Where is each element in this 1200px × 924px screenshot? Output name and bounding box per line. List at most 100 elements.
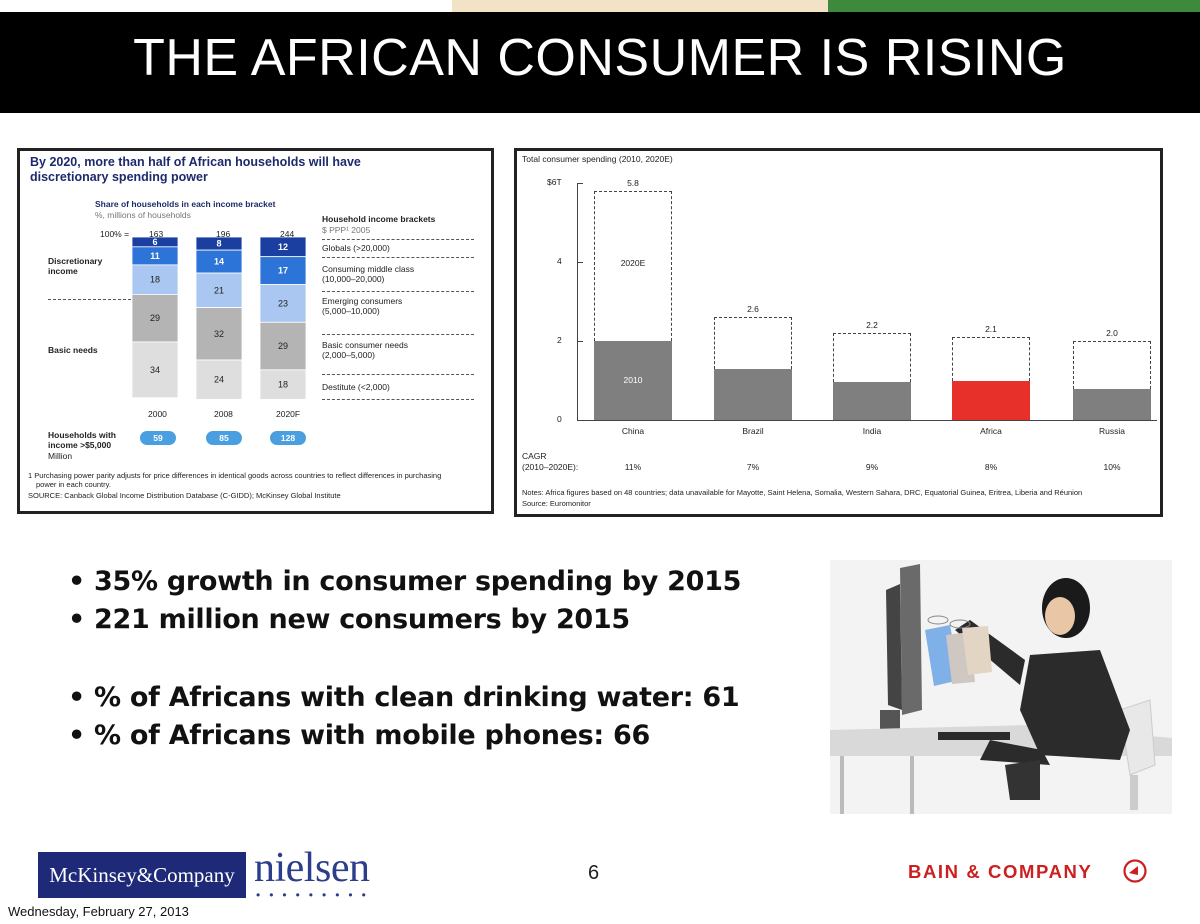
bar-2020e-china	[594, 190, 672, 341]
lp-bracket-label-3: Emerging consumers	[322, 296, 403, 306]
lp-seg-label-2020F-globals: 12	[278, 242, 288, 252]
lp-seg-label-2000-emerging: 18	[150, 275, 160, 285]
lp-bracket-label-4b: (2,000–5,000)	[322, 350, 375, 360]
lp-seg-label-2000-destitute: 34	[150, 365, 160, 375]
online-shopper-photo	[830, 560, 1172, 814]
lp-seg-2020F-destitute	[259, 369, 307, 400]
lp-year-2020: 2020F	[276, 409, 301, 419]
bar-2020e-brazil	[714, 317, 792, 369]
bar-2020e-russia	[1073, 341, 1151, 390]
y-tick-mark-2	[577, 341, 583, 342]
bain-logo: BAIN & COMPANY	[908, 861, 1093, 882]
lp-seg-label-2000-basic-needs: 29	[150, 313, 160, 323]
lp-dash-4	[322, 334, 474, 335]
lp-dash-6	[322, 399, 474, 400]
cagr-value-africa: 8%	[984, 462, 998, 472]
title-bar	[0, 12, 1200, 113]
lp-total-2008: 196	[216, 229, 231, 239]
top-accent-strip-beige	[452, 0, 828, 12]
lp-subtitle: Share of households in each income brack…	[95, 199, 276, 209]
household-income-chart: By 2020, more than half of African house…	[17, 148, 494, 514]
lp-bracket-label-5: Destitute (<2,000)	[322, 382, 390, 392]
lp-seg-2008-basic-needs	[195, 307, 243, 361]
lp-group-discretionary-1: Discretionary	[48, 256, 103, 266]
bar-2010-russia	[1073, 389, 1151, 420]
lp-bracket-label-2b: (10,000–20,000)	[322, 274, 385, 284]
value-label-brazil: 2.6	[747, 304, 759, 315]
lp-footnote2: power in each country.	[36, 480, 111, 489]
bullet-4: • % of Africans with mobile phones: 66	[68, 720, 650, 751]
lp-seg-2000-basic-needs	[131, 294, 179, 343]
lp-seg-label-2020F-emerging: 23	[278, 298, 288, 308]
y-tick-label-2: 2	[557, 335, 562, 345]
online-shopper-illustration	[830, 560, 1172, 814]
lp-households-2020: 128	[270, 431, 306, 445]
value-label-china: 5.8	[627, 177, 639, 188]
lp-stacked-bars: 6 11 18 29 34 8 14 21 32 24 12 17 23 29 18	[131, 237, 307, 400]
lp-seg-label-2008-middle-class: 14	[214, 257, 224, 267]
slide-date: Wednesday, February 27, 2013	[8, 904, 189, 919]
lp-households-2000: 59	[140, 431, 176, 445]
bar-2010-china	[594, 341, 672, 420]
lp-seg-label-2008-basic-needs: 32	[214, 329, 224, 339]
category-label-brazil: Brazil	[742, 426, 764, 436]
lp-heading-line2: discretionary spending power	[30, 170, 208, 184]
chart-title: Total consumer spending (2010, 2020E)	[522, 154, 673, 164]
lp-households-label3: Million	[48, 451, 73, 461]
cagr-label1: CAGR	[522, 451, 547, 461]
value-label-india: 2.2	[866, 320, 878, 331]
lp-seg-2020F-emerging	[259, 284, 307, 323]
lp-seg-label-2020F-basic-needs: 29	[278, 341, 288, 351]
lp-seg-label-2008-destitute: 24	[214, 375, 224, 385]
lp-year-2000: 2000	[148, 409, 167, 419]
lp-bracket-label-4: Basic consumer needs	[322, 340, 408, 350]
category-label-india: India	[862, 426, 882, 436]
cagr-value-china: 11%	[624, 462, 642, 472]
bar-2020e-india	[833, 333, 911, 383]
chart-notes: Notes: Africa figures based on 48 countr…	[522, 488, 1083, 497]
lp-heading-line1: By 2020, more than half of African house…	[30, 155, 361, 169]
category-label-china: China	[621, 426, 645, 436]
value-label-russia: 2.0	[1106, 328, 1118, 338]
lp-bracket-label-2: Consuming middle class	[322, 264, 415, 274]
lp-households-label1: Households with	[48, 430, 116, 440]
lp-seg-label-2008-emerging: 21	[214, 285, 224, 295]
bar-2010-brazil	[714, 368, 792, 420]
x-axis	[577, 420, 1157, 421]
lp-bracket-label-3b: (5,000–10,000)	[322, 306, 380, 316]
bullet-3: • % of Africans with clean drinking wate…	[68, 682, 740, 713]
lp-total-label: 100% =	[100, 229, 130, 239]
cagr-label2: (2010–2020E):	[522, 462, 579, 472]
lp-heading: By 2020, more than half of African house…	[30, 155, 470, 185]
lp-source: SOURCE: Canback Global Income Distributi…	[28, 491, 341, 500]
lp-footnote1: 1 Purchasing power parity adjusts for pr…	[28, 471, 442, 480]
lp-seg-2008-emerging	[195, 272, 243, 308]
lp-group-basic: Basic needs	[48, 345, 98, 355]
y-axis	[577, 183, 578, 420]
lp-seg-label-2000-middle-class: 11	[150, 251, 160, 261]
lp-total-2020: 244	[280, 229, 295, 239]
top-accent-strip-green	[828, 0, 1200, 12]
cagr-value-brazil: 7%	[746, 462, 760, 472]
lp-seg-label-2020F-middle-class: 17	[278, 266, 288, 276]
lp-legend-sub: $ PPP¹ 2005	[322, 225, 371, 235]
lp-seg-label-2008-globals: 8	[216, 239, 221, 249]
lp-group-discretionary-2: income	[48, 266, 78, 276]
lp-dash-3	[322, 291, 474, 292]
lp-seg-2000-destitute	[131, 341, 179, 399]
chart-source: Source: Euromonitor	[522, 499, 591, 508]
consumer-spending-chart: Total consumer spending (2010, 2020E) 0 2…	[514, 148, 1163, 517]
chart-plot-area: 0 2 4 $6T 5.8 China 11% 2010 2020E 2.6 Brazil 7% 2.2…	[517, 151, 1160, 514]
y-tick-mark-6	[577, 183, 583, 184]
lp-seg-label-2020F-destitute: 18	[278, 380, 288, 390]
y-tick-label-6: $6T	[547, 177, 562, 187]
bain-logo-icon	[1123, 859, 1147, 883]
bar-2010-africa	[952, 381, 1030, 420]
lp-legend-title: Household income brackets	[322, 214, 436, 224]
value-label-africa: 2.1	[985, 324, 997, 335]
lp-dash-1	[322, 239, 474, 240]
lp-year-2008: 2008	[214, 409, 233, 419]
lp-units: %, millions of households	[95, 210, 191, 220]
mckinsey-logo: McKinsey&Company	[38, 852, 246, 898]
lp-seg-2020F-basic-needs	[259, 321, 307, 371]
